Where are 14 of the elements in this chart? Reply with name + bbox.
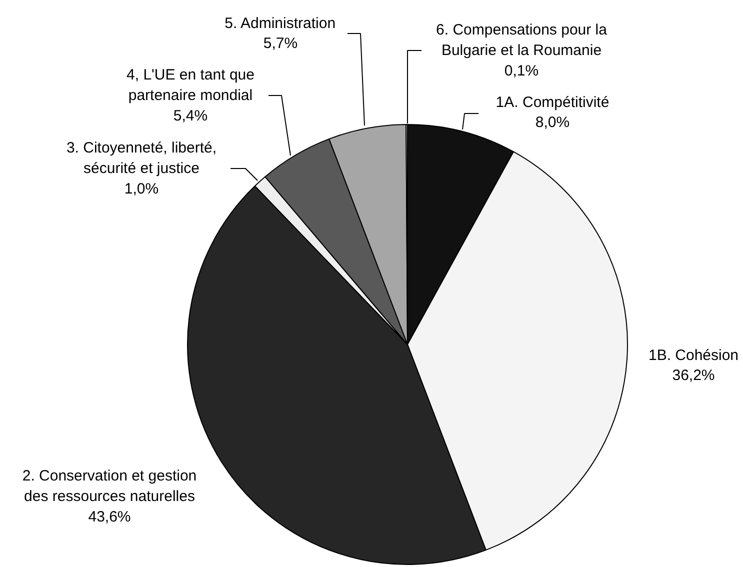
data-label: 5,4% <box>173 107 208 124</box>
data-label: 43,6% <box>88 508 131 526</box>
data-label: 8,0% <box>535 114 570 132</box>
slice-label: 1B. Cohésion <box>648 346 739 364</box>
data-label: 0,1% <box>504 62 539 80</box>
data-label: 5,7% <box>263 35 298 52</box>
slice-label: 5. Administration <box>224 14 336 32</box>
slice-label: 1A. Compétitivité <box>496 94 610 111</box>
slice-label: 4, L'UE en tant que partenaire mondial <box>126 66 254 104</box>
data-label: 1,0% <box>124 180 159 198</box>
slice-label: 2. Conservation et gestion des ressources naturelles <box>22 468 197 505</box>
slice-label: 3. Citoyenneté, liberté, sécurité et justice <box>66 140 217 177</box>
data-label: 36,2% <box>672 367 715 384</box>
slice-label: 6. Compensations pour la Bulgarie et la Roumanie <box>436 22 608 59</box>
